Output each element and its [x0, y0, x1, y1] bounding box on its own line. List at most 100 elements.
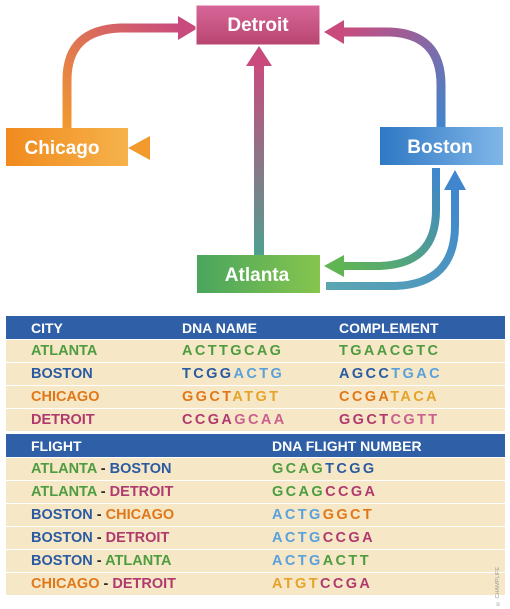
city-box-atlanta: Atlanta [197, 255, 320, 293]
city-table-body: ATLANTA ACTTGCAG TGAACGTC BOSTON TCGGACTG AGC… [6, 339, 505, 431]
flight-table-row: BOSTON - ATLANTA ACTGACTT [6, 549, 505, 572]
image-credit: © CHAMPLIFE [495, 566, 501, 606]
flight-destination: DETROIT [109, 484, 174, 500]
dna-segment: CCGA [339, 389, 391, 405]
flight-route: BOSTON - CHICAGO [31, 507, 174, 523]
arrow-atlanta-boston [326, 170, 466, 290]
flight-table-row: BOSTON - CHICAGO ACTGGGCT [6, 503, 505, 526]
flight-destination: BOSTON [109, 461, 172, 477]
dna-segment: CCGA [320, 576, 373, 592]
arrow-boston-atlanta [324, 168, 440, 277]
flight-origin: CHICAGO [31, 576, 100, 592]
dna-segment: ACTG [272, 553, 323, 569]
dna-segment: CCGA [182, 412, 235, 428]
flight-destination: CHICAGO [105, 507, 175, 523]
flight-route-diagram: Detroit Chicago Boston Atlanta [6, 4, 503, 293]
header-complement: COMPLEMENT [339, 319, 439, 336]
flight-separator: - [92, 530, 106, 546]
flight-route: BOSTON - ATLANTA [31, 553, 171, 569]
header-city: CITY [31, 319, 63, 336]
dna-name: TCGGACTG [182, 366, 284, 382]
flight-origin: BOSTON [31, 507, 93, 523]
dna-complement: GGCTCGTT [339, 412, 440, 428]
arrow-chicago-detroit [62, 16, 198, 130]
dna-segment: CGTC [389, 343, 441, 359]
header-dna-name: DNA NAME [182, 319, 257, 336]
city-table-header: CITY DNA NAME COMPLEMENT [6, 316, 505, 339]
dna-flight-number: GCAGCCGA [272, 484, 377, 500]
dna-segment: ATGT [272, 576, 320, 592]
dna-segment: CGTT [390, 412, 440, 428]
city-name: ATLANTA [31, 343, 98, 359]
flight-table-row: BOSTON - DETROIT ACTGCCGA [6, 526, 505, 549]
dna-segment: GGCT [339, 412, 391, 428]
city-label-detroit: Detroit [227, 15, 289, 36]
city-table-row: BOSTON TCGGACTG AGCCTGAC [6, 362, 505, 385]
dna-segment: GCAG [230, 343, 284, 359]
dna-segment: TCGG [325, 461, 377, 477]
dna-tables: CITY DNA NAME COMPLEMENT ATLANTA ACTTGCAG… [6, 316, 505, 595]
dna-segment: ACTG [233, 366, 285, 382]
flight-table-body: ATLANTA - BOSTON GCAGTCGG ATLANTA - DETROI… [6, 457, 505, 595]
dna-complement: TGAACGTC [339, 343, 440, 359]
dna-segment: ATGT [232, 389, 281, 405]
city-table-row: CHICAGO GGCTATGT CCGATACA [6, 385, 505, 408]
dna-segment: AGCC [339, 366, 392, 382]
flight-origin: BOSTON [31, 530, 93, 546]
city-name: CHICAGO [31, 389, 100, 405]
city-name: DETROIT [31, 412, 95, 428]
flight-route: ATLANTA - DETROIT [31, 484, 173, 500]
dna-flight-number: ACTGACTT [272, 553, 371, 569]
dna-segment: GCAA [234, 412, 287, 428]
dna-segment: CCGA [322, 530, 375, 546]
dna-name: CCGAGCAA [182, 412, 287, 428]
flight-separator: - [96, 484, 110, 500]
flight-route: ATLANTA - BOSTON [31, 461, 171, 477]
flight-destination: DETROIT [105, 530, 170, 546]
dna-flight-number: ACTGCCGA [272, 530, 375, 546]
arrow-atlanta-detroit [246, 46, 272, 256]
dna-segment: ACTT [322, 553, 371, 569]
flight-separator: - [99, 576, 113, 592]
dna-segment: ACTT [182, 343, 231, 359]
city-box-detroit: Detroit [195, 4, 321, 46]
flight-table-row: ATLANTA - DETROIT GCAGCCGA [6, 480, 505, 503]
dna-segment: ACTG [272, 507, 323, 523]
dna-name: ACTTGCAG [182, 343, 283, 359]
flight-table-header: FLIGHT DNA FLIGHT NUMBER [6, 434, 505, 457]
header-dna-flight-number: DNA FLIGHT NUMBER [272, 437, 422, 454]
dna-flight-number: GCAGTCGG [272, 461, 377, 477]
city-label-atlanta: Atlanta [225, 265, 290, 286]
dna-segment: GGCT [322, 507, 375, 523]
flight-table-row: ATLANTA - BOSTON GCAGTCGG [6, 457, 505, 480]
flight-destination: DETROIT [112, 576, 177, 592]
arrow-boston-chicago [128, 136, 378, 160]
city-name: BOSTON [31, 366, 93, 382]
flight-origin: ATLANTA [31, 484, 97, 500]
flight-route: BOSTON - DETROIT [31, 530, 169, 546]
flight-origin: ATLANTA [31, 461, 97, 477]
flight-separator: - [92, 507, 106, 523]
flight-separator: - [92, 553, 106, 569]
dna-complement: CCGATACA [339, 389, 439, 405]
dna-flight-number: ACTGGGCT [272, 507, 374, 523]
dna-segment: TGAA [339, 343, 390, 359]
dna-segment: ACTG [272, 530, 323, 546]
dna-segment: GCAG [272, 484, 326, 500]
city-label-boston: Boston [407, 137, 472, 158]
arrow-boston-detroit [324, 20, 446, 130]
dna-name: GGCTATGT [182, 389, 280, 405]
dna-complement: AGCCTGAC [339, 366, 442, 382]
flight-table-row: CHICAGO - DETROIT ATGTCCGA [6, 572, 505, 595]
dna-segment: TGAC [391, 366, 442, 382]
dna-segment: GCAG [272, 461, 326, 477]
dna-segment: TACA [390, 389, 440, 405]
dna-segment: GGCT [182, 389, 233, 405]
city-table-row: DETROIT CCGAGCAA GGCTCGTT [6, 408, 505, 431]
city-table-row: ATLANTA ACTTGCAG TGAACGTC [6, 339, 505, 362]
dna-segment: TCGG [182, 366, 234, 382]
city-box-boston: Boston [380, 127, 503, 165]
city-box-chicago: Chicago [6, 128, 128, 166]
flight-destination: ATLANTA [105, 553, 172, 569]
flight-route: CHICAGO - DETROIT [31, 576, 176, 592]
